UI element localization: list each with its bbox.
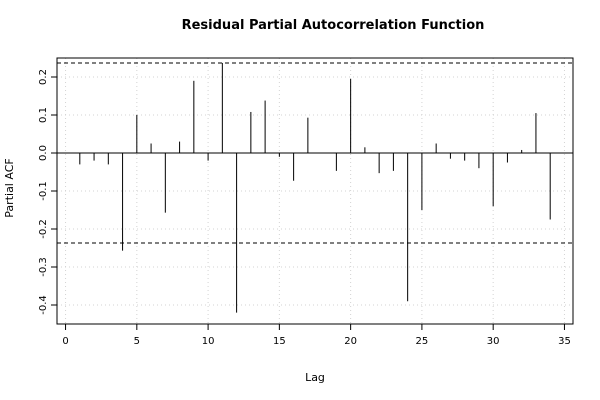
y-axis-label: Partial ACF xyxy=(3,158,16,217)
chart-title: Residual Partial Autocorrelation Functio… xyxy=(182,18,485,33)
grid-lines xyxy=(57,58,573,324)
x-axis-label: Lag xyxy=(305,371,325,384)
y-tick-label: -0.2 xyxy=(38,219,49,239)
x-tick-label: 0 xyxy=(62,336,68,347)
x-axis: 0 5 10 15 20 25 30 35 xyxy=(62,323,571,347)
confidence-bounds xyxy=(57,62,573,244)
y-tick-label: 0.2 xyxy=(38,69,49,85)
x-tick-label: 5 xyxy=(134,336,140,347)
y-axis: -0.4 -0.3 -0.2 -0.1 0.0 0.1 0.2 xyxy=(38,69,58,315)
x-tick-label: 35 xyxy=(558,336,571,347)
y-tick-label: -0.1 xyxy=(38,181,49,201)
y-tick-label: 0.0 xyxy=(38,145,49,161)
plot-frame xyxy=(56,57,574,325)
y-tick-label: -0.4 xyxy=(38,295,49,315)
y-tick-label: -0.3 xyxy=(38,257,49,277)
x-tick-label: 30 xyxy=(487,336,500,347)
x-tick-label: 25 xyxy=(416,336,429,347)
pacf-bars xyxy=(79,62,551,313)
x-tick-label: 15 xyxy=(273,336,286,347)
x-tick-label: 10 xyxy=(202,336,215,347)
x-tick-label: 20 xyxy=(344,336,357,347)
y-tick-label: 0.1 xyxy=(38,107,49,123)
